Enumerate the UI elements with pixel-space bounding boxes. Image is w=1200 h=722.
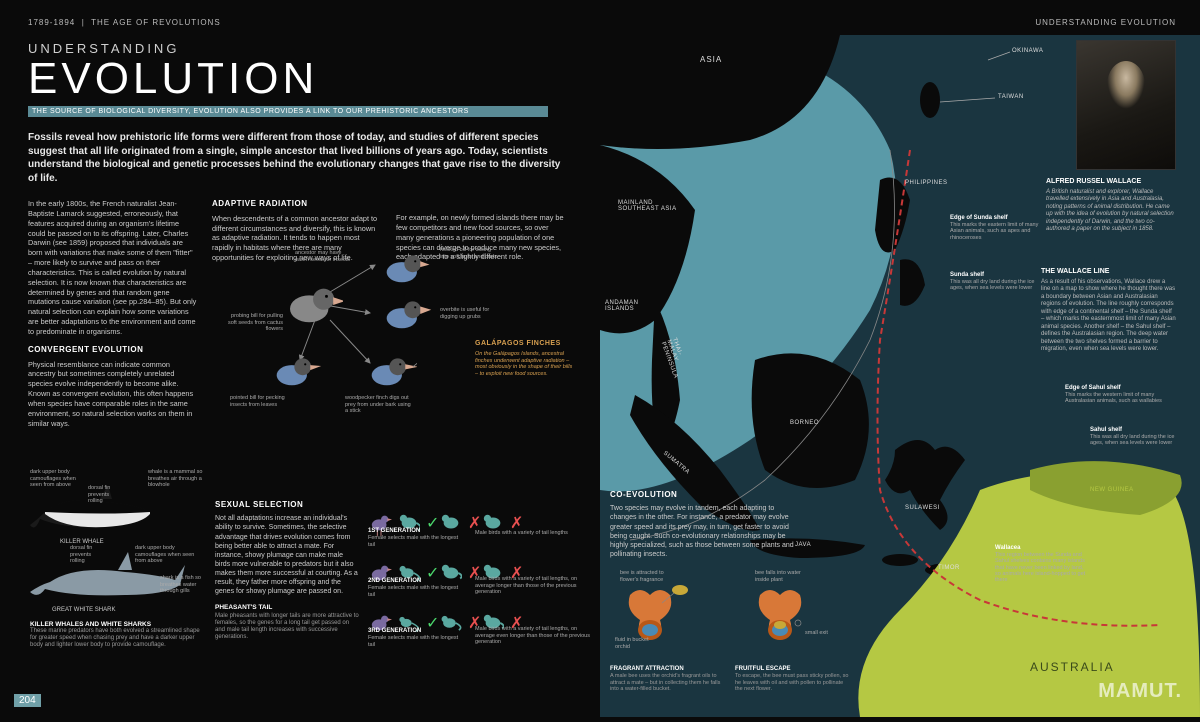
orchid-diagram: bee is attracted to flower's fragrance b… (610, 575, 860, 693)
finch-br (365, 350, 417, 392)
generations-diagram: ✓ ✗ ✗ ✓ ✗ ✗ ✓ ✗ ✗ (370, 498, 585, 648)
page-right: UNDERSTANDING EVOLUTION (600, 0, 1200, 717)
orchid2-icon (740, 575, 860, 655)
anno-sahul: Sahul shelf This was all dry land during… (1090, 427, 1180, 447)
page-left: 1789-1894 | THE AGE OF REVOLUTIONS UNDER… (0, 0, 600, 717)
body-col1: In the early 1800s, the French naturalis… (28, 199, 198, 437)
coevolution-block: CO-EVOLUTION Two species may evolve in t… (610, 490, 795, 559)
label-andaman: ANDAMAN ISLANDS (605, 300, 650, 312)
wallace-portrait (1076, 40, 1176, 170)
subtitle-bar: THE SOURCE OF BIOLOGICAL DIVERSITY, EVOL… (28, 106, 548, 117)
sexual-selection-block: SEXUAL SELECTION Not all adaptations inc… (215, 500, 360, 641)
finches-diagram: ancestor may have eaten seeds or insects… (215, 245, 585, 425)
galapagos-caption: GALÁPAGOS FINCHES On the Galápagos Islan… (475, 340, 575, 377)
anno-sunda: Sunda shelf This was all dry land during… (950, 272, 1035, 292)
anno-sahul-edge: Edge of Sahul shelf This marks the weste… (1065, 385, 1175, 405)
label-australia: AUSTRALIA (1030, 660, 1115, 674)
watermark: MAMUT. (1098, 680, 1182, 703)
intro-text: Fossils reveal how prehistoric life form… (28, 131, 568, 185)
date-range: 1789-1894 (28, 18, 75, 27)
adaptive-head: ADAPTIVE RADIATION (212, 199, 382, 210)
anno-sunda-edge: Edge of Sunda shelf This marks the easte… (950, 215, 1045, 241)
wallace-bio: ALFRED RUSSEL WALLACE A British naturali… (1046, 178, 1176, 234)
label-philippines: PHILIPPINES (905, 180, 948, 186)
shark-label: GREAT WHITE SHARK (52, 607, 115, 613)
wallace-line-text: THE WALLACE LINE As a result of his obse… (1041, 268, 1176, 354)
label-timor: TIMOR (938, 565, 960, 571)
convergent-diagram: KILLER WHALE GREAT WHITE SHARK dark uppe… (30, 477, 205, 650)
era-label: THE AGE OF REVOLUTIONS (91, 18, 221, 27)
page-number: 204 (14, 694, 41, 707)
label-sulawesi: SULAWESI (905, 505, 940, 511)
label-asia: ASIA (700, 55, 722, 64)
label-java: JAVA (795, 542, 811, 548)
header-left: 1789-1894 | THE AGE OF REVOLUTIONS (28, 18, 576, 27)
label-okinawa: OKINAWA (1012, 48, 1043, 54)
anno-wallacea: Wallacea This region between the Sunda a… (995, 545, 1090, 583)
label-mainland: MAINLAND SOUTHEAST ASIA (618, 200, 678, 212)
finch-bl (270, 350, 322, 392)
label-newguinea: NEW GUINEA (1090, 487, 1134, 493)
page-title: EVOLUTION (28, 54, 576, 104)
label-borneo: BORNEO (790, 420, 819, 426)
convergent-head: CONVERGENT EVOLUTION (28, 345, 198, 356)
finch-ancestor (285, 280, 343, 328)
finch-top (380, 247, 432, 289)
label-taiwan: TAIWAN (998, 94, 1024, 100)
finch-mid (380, 293, 432, 335)
